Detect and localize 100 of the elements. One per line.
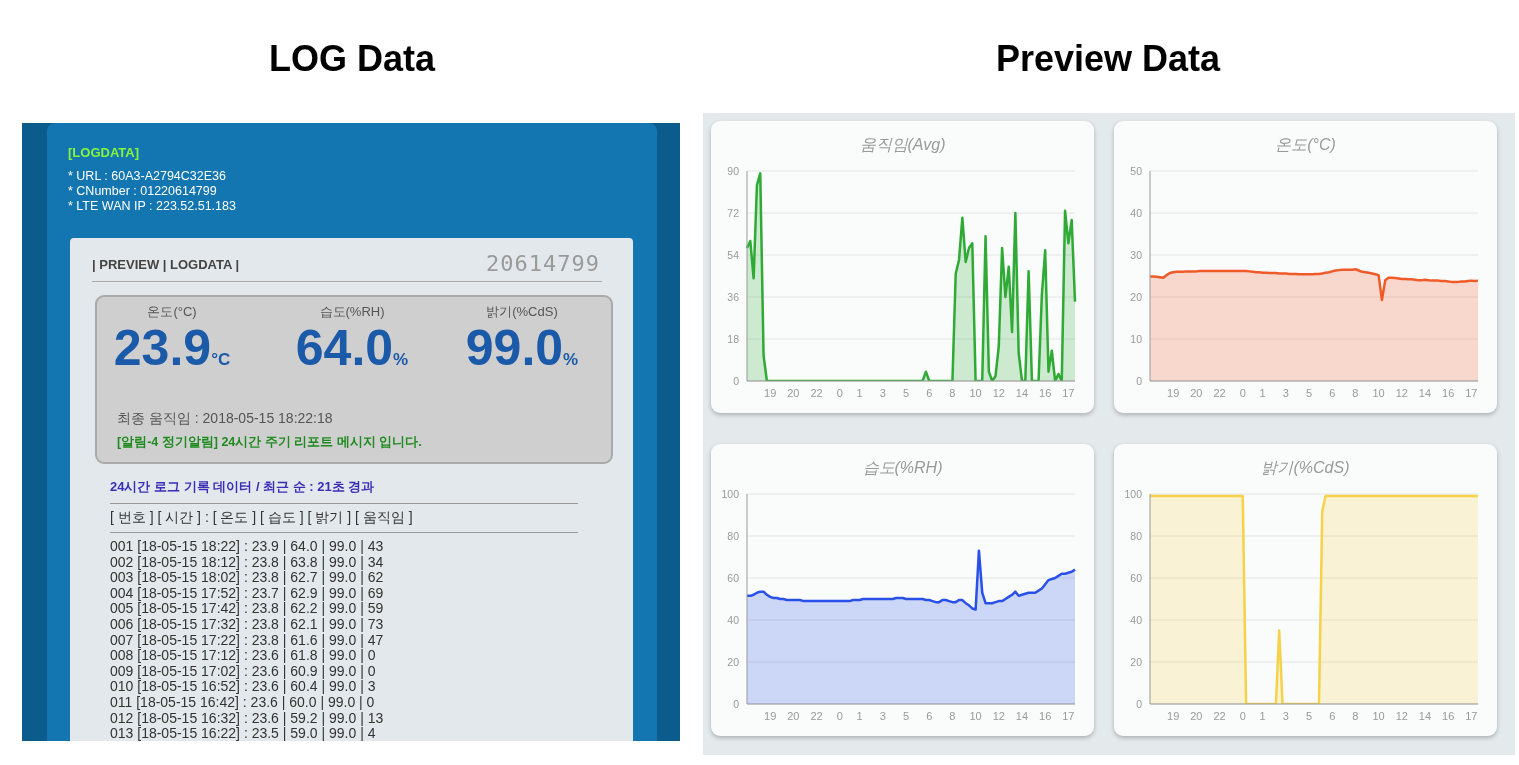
x-tick-label: 19 bbox=[1167, 709, 1180, 722]
text: 23.9 bbox=[113, 320, 212, 376]
x-tick-label: 0 bbox=[1239, 386, 1246, 399]
text: [알림-4 정기알림] 24시간 주기 리포트 메시지 입니다. bbox=[117, 434, 422, 451]
y-tick-label: 100 bbox=[1124, 487, 1143, 500]
text: 013 [18-05-15 16:22] : 23.5 | 59.0 | 99.0 | 4 bbox=[110, 725, 376, 742]
x-tick-label: 22 bbox=[1213, 386, 1226, 399]
x-tick-label: 0 bbox=[1239, 709, 1246, 722]
text: °C bbox=[211, 350, 231, 369]
text: 99.0 bbox=[465, 320, 564, 376]
x-tick-label: 16 bbox=[1442, 386, 1455, 399]
text: 최종 움직임 : 2018-05-15 18:22:18 bbox=[117, 410, 333, 428]
x-tick-label: 17 bbox=[1465, 386, 1478, 399]
chart-title: 밝기(%CdS) bbox=[1260, 458, 1351, 478]
x-tick-label: 10 bbox=[969, 709, 982, 722]
text: 008 [18-05-15 17:12] : 23.6 | 61.8 | 99.0 | 0 bbox=[110, 647, 376, 664]
x-tick-label: 5 bbox=[1305, 709, 1313, 722]
x-tick-label: 20 bbox=[1190, 386, 1203, 399]
text: 002 [18-05-15 18:12] : 23.8 | 63.8 | 99.0 | 34 bbox=[110, 553, 384, 570]
x-tick-label: 5 bbox=[902, 709, 910, 722]
x-tick-label: 0 bbox=[836, 709, 843, 722]
y-tick-label: 20 bbox=[1130, 290, 1143, 303]
x-tick-label: 5 bbox=[902, 386, 910, 399]
text: 004 [18-05-15 17:52] : 23.7 | 62.9 | 99.0 | 69 bbox=[110, 584, 384, 601]
y-tick-label: 0 bbox=[733, 697, 740, 710]
y-tick-label: 20 bbox=[1130, 655, 1143, 668]
x-tick-label: 8 bbox=[949, 709, 956, 722]
x-tick-label: 0 bbox=[836, 386, 843, 399]
x-tick-label: 6 bbox=[1329, 386, 1336, 399]
x-tick-label: 3 bbox=[1282, 386, 1289, 399]
x-tick-label: 5 bbox=[1305, 386, 1313, 399]
text: 011 [18-05-15 16:42] : 23.6 | 60.0 | 99.0 | 0 bbox=[110, 694, 375, 710]
text: 20614799 bbox=[486, 251, 600, 276]
x-tick-label: 10 bbox=[1372, 709, 1385, 722]
x-tick-label: 1 bbox=[1259, 386, 1266, 399]
text: 24시간 로그 기록 데이터 / 최근 순 : 21초 경과 bbox=[110, 478, 375, 496]
text: | PREVIEW | LOGDATA | bbox=[92, 257, 240, 272]
y-tick-label: 40 bbox=[1130, 206, 1143, 219]
x-tick-label: 10 bbox=[969, 386, 982, 399]
x-tick-label: 6 bbox=[1329, 709, 1336, 722]
x-tick-label: 20 bbox=[787, 709, 800, 722]
text: % bbox=[393, 350, 409, 369]
x-tick-label: 16 bbox=[1442, 709, 1455, 722]
chart-title: 움직임(Avg) bbox=[858, 135, 947, 155]
y-tick-label: 18 bbox=[727, 332, 740, 345]
x-tick-label: 1 bbox=[856, 709, 863, 722]
text: 006 [18-05-15 17:32] : 23.8 | 62.1 | 99.0 | 73 bbox=[110, 616, 384, 632]
x-tick-label: 17 bbox=[1062, 709, 1075, 722]
chart-title: 습도(%RH) bbox=[861, 458, 944, 478]
text: LOG Data bbox=[268, 38, 437, 80]
x-tick-label: 22 bbox=[810, 386, 823, 399]
text: 005 [18-05-15 17:42] : 23.8 | 62.2 | 99.0 | 59 bbox=[110, 600, 384, 617]
x-tick-label: 20 bbox=[787, 386, 800, 399]
y-tick-label: 40 bbox=[727, 613, 740, 626]
text: 64.0 bbox=[295, 320, 394, 376]
x-tick-label: 19 bbox=[764, 709, 777, 722]
text: 003 [18-05-15 18:02] : 23.8 | 62.7 | 99.0 | 62 bbox=[110, 569, 384, 586]
x-tick-label: 14 bbox=[1418, 709, 1432, 722]
x-tick-label: 6 bbox=[926, 709, 933, 722]
y-tick-label: 54 bbox=[727, 248, 740, 261]
x-tick-label: 8 bbox=[1352, 709, 1359, 722]
x-tick-label: 12 bbox=[992, 386, 1005, 399]
y-tick-label: 30 bbox=[1130, 248, 1143, 261]
x-tick-label: 6 bbox=[926, 386, 933, 399]
x-tick-label: 17 bbox=[1062, 386, 1075, 399]
x-tick-label: 8 bbox=[949, 386, 956, 399]
text: 밝기(%CdS) bbox=[485, 303, 559, 321]
x-tick-label: 14 bbox=[1015, 386, 1029, 399]
y-tick-label: 80 bbox=[1130, 529, 1143, 542]
y-tick-label: 50 bbox=[1130, 164, 1143, 177]
y-tick-label: 72 bbox=[727, 206, 740, 219]
x-tick-label: 17 bbox=[1465, 709, 1478, 722]
text: 010 [18-05-15 16:52] : 23.6 | 60.4 | 99.0 | 3 bbox=[110, 678, 376, 695]
x-tick-label: 12 bbox=[1395, 709, 1408, 722]
x-tick-label: 19 bbox=[764, 386, 777, 399]
chart-title: 온도(°C) bbox=[1274, 135, 1337, 155]
x-tick-label: 8 bbox=[1352, 386, 1359, 399]
text: % bbox=[563, 350, 579, 369]
text: [LOGDATA] bbox=[68, 145, 139, 160]
y-tick-label: 0 bbox=[1136, 697, 1143, 710]
text: 007 [18-05-15 17:22] : 23.8 | 61.6 | 99.0 | 47 bbox=[110, 631, 384, 648]
x-tick-label: 3 bbox=[879, 386, 886, 399]
y-tick-label: 10 bbox=[1130, 332, 1143, 345]
x-tick-label: 12 bbox=[1395, 386, 1408, 399]
x-tick-label: 3 bbox=[1282, 709, 1289, 722]
x-tick-label: 16 bbox=[1039, 709, 1052, 722]
y-tick-label: 90 bbox=[727, 164, 740, 177]
y-tick-label: 0 bbox=[733, 374, 740, 387]
x-tick-label: 16 bbox=[1039, 386, 1052, 399]
x-tick-label: 1 bbox=[856, 386, 863, 399]
y-tick-label: 36 bbox=[727, 290, 740, 303]
x-tick-label: 10 bbox=[1372, 386, 1385, 399]
text: * URL : 60A3-A2794C32E36 bbox=[68, 169, 226, 183]
x-tick-label: 20 bbox=[1190, 709, 1203, 722]
x-tick-label: 22 bbox=[1213, 709, 1226, 722]
x-tick-label: 14 bbox=[1418, 386, 1432, 399]
text: 습도(%RH) bbox=[318, 303, 386, 321]
y-tick-label: 40 bbox=[1130, 613, 1143, 626]
text: 012 [18-05-15 16:32] : 23.6 | 59.2 | 99.0 | 13 bbox=[110, 709, 384, 726]
text: [ 번호 ] [ 시간 ] : [ 온도 ] [ 습도 ] [ 밝기 ] [ 움직임 ] bbox=[110, 509, 413, 527]
